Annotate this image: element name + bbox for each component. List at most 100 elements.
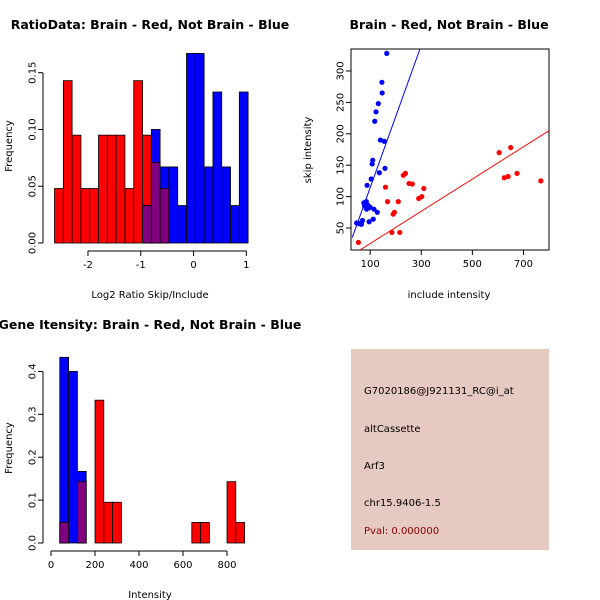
point-brain	[384, 199, 391, 205]
point-not-brain	[370, 216, 376, 222]
bar-brain	[89, 188, 99, 244]
x-tick-label: 0	[190, 260, 196, 271]
y-tick-label: 0.10	[28, 118, 39, 140]
y-tick-label: 50	[336, 222, 347, 235]
scatter-points	[354, 50, 544, 246]
fit-line-brain	[359, 130, 549, 250]
ratio-histogram-title: RatioData: Brain - Red, Not Brain - Blue	[11, 17, 290, 32]
fit-line-not-brain	[351, 49, 421, 238]
point-brain	[514, 170, 520, 176]
y-tick-label: 150	[336, 156, 347, 175]
y-tick-label: 250	[336, 93, 347, 112]
point-brain	[419, 194, 425, 200]
bar-brain	[106, 134, 117, 244]
bar-overlap	[142, 205, 152, 244]
bar-brain	[71, 134, 82, 244]
bar-brain	[124, 188, 135, 244]
ratio-histogram-panel: RatioData: Brain - Red, Not Brain - Blue…	[4, 17, 289, 301]
scatter-xlabel: include intensity	[408, 290, 491, 301]
bar-brain	[226, 481, 237, 544]
genomic-location: chr15.9406-1.5	[364, 498, 441, 509]
point-brain	[391, 209, 398, 215]
scatter-title: Brain - Red, Not Brain - Blue	[349, 17, 548, 32]
point-not-brain	[359, 217, 366, 224]
x-tick-label: 200	[85, 560, 104, 571]
point-not-brain	[372, 118, 378, 124]
bar-overlap	[150, 161, 161, 244]
ratio-histogram-bars	[54, 53, 249, 244]
point-brain	[382, 184, 389, 190]
intensity-histogram-bars	[59, 356, 246, 544]
intensity-scatter-panel: Brain - Red, Not Brain - Blue 100 300 500 7…	[303, 17, 550, 301]
bar-not-brain	[238, 91, 249, 244]
point-brain	[496, 150, 502, 156]
intensity-histogram-ylabel: Frequency	[4, 422, 15, 474]
ratio-histogram-axes: -2 -1 0 1 0.00 0.05 0.10 0.15	[28, 62, 250, 271]
bar-brain	[80, 188, 91, 244]
bar-not-brain	[186, 53, 196, 244]
y-tick-label: 0.1	[28, 492, 39, 508]
x-tick-label: -1	[136, 260, 146, 271]
ratio-histogram-xlabel: Log2 Ratio Skip/Include	[91, 290, 208, 301]
y-tick-label: 300	[336, 61, 347, 80]
bar-overlap	[77, 481, 87, 544]
point-brain	[355, 239, 362, 246]
point-brain	[395, 199, 401, 205]
point-brain	[421, 185, 427, 192]
bar-brain	[62, 80, 73, 244]
point-not-brain	[379, 79, 385, 85]
scatter-axes: 100 300 500 700 50 100 150 200 250 300	[336, 61, 533, 270]
point-not-brain	[374, 209, 380, 215]
point-brain	[538, 178, 544, 184]
intensity-histogram-axes: 0 200 400 600 800 0.0 0.1 0.2 0.3 0.4	[28, 363, 237, 571]
x-tick-label: 1	[243, 260, 249, 271]
bar-brain	[133, 80, 143, 244]
intensity-histogram-xlabel: Intensity	[128, 590, 172, 600]
point-brain	[505, 173, 511, 180]
point-brain	[402, 170, 409, 176]
bar-brain	[191, 522, 202, 544]
y-tick-label: 0.4	[28, 363, 39, 379]
point-not-brain	[364, 182, 370, 188]
x-tick-label: 400	[129, 560, 148, 571]
scatter-fit-lines	[351, 49, 549, 250]
x-tick-label: 0	[48, 560, 54, 571]
bar-not-brain	[230, 205, 240, 244]
point-brain	[397, 229, 403, 236]
y-tick-label: 0.05	[28, 175, 39, 197]
x-tick-label: 300	[412, 259, 431, 270]
x-tick-label: 600	[173, 560, 192, 571]
point-not-brain	[382, 165, 388, 171]
bar-not-brain	[203, 166, 214, 244]
bar-not-brain	[221, 166, 231, 244]
x-tick-label: 100	[361, 259, 380, 270]
point-not-brain	[370, 157, 376, 163]
point-brain	[409, 181, 415, 187]
point-brain	[508, 145, 514, 151]
bar-brain	[115, 134, 126, 244]
point-brain	[389, 229, 395, 236]
bar-brain	[94, 399, 105, 544]
point-not-brain	[366, 219, 372, 225]
event-type: altCassette	[364, 424, 421, 435]
y-tick-label: 200	[336, 124, 347, 143]
bar-overlap	[159, 188, 170, 244]
scatter-ylabel: skip intensity	[303, 117, 314, 184]
y-tick-label: 0.3	[28, 406, 39, 422]
ratio-histogram-ylabel: Frequency	[4, 120, 15, 172]
bar-brain	[54, 188, 64, 244]
bar-not-brain	[59, 356, 69, 544]
point-not-brain	[384, 50, 390, 56]
bar-brain	[235, 522, 246, 544]
bar-not-brain	[68, 371, 78, 544]
bar-not-brain	[168, 166, 179, 244]
intensity-histogram-panel: Gene Itensity: Brain - Red, Not Brain - …	[0, 317, 301, 600]
x-tick-label: -2	[83, 260, 93, 271]
bar-brain	[103, 501, 114, 544]
point-not-brain	[371, 206, 377, 212]
bar-not-brain	[194, 53, 205, 244]
bar-not-brain	[177, 205, 187, 244]
point-not-brain	[376, 170, 382, 176]
bar-overlap	[59, 522, 69, 544]
